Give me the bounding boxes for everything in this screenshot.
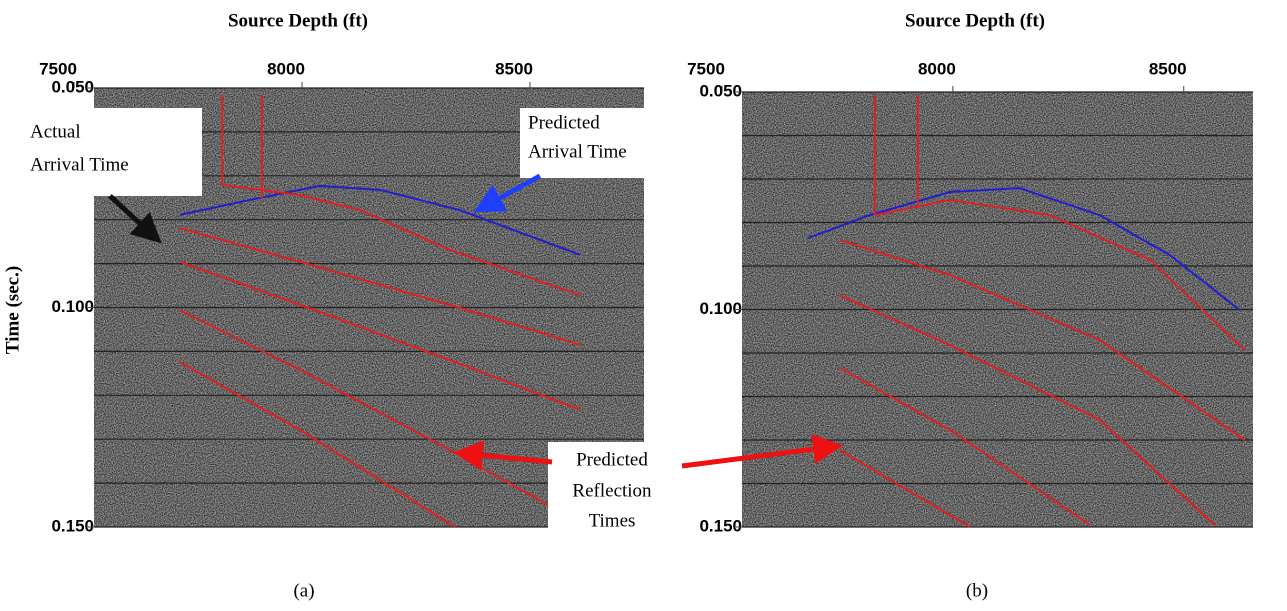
axis-title: Source Depth (ft)	[905, 10, 1045, 31]
axis-title: Source Depth (ft)	[228, 10, 368, 31]
series-line	[839, 294, 1216, 526]
annotation-box	[22, 108, 202, 196]
y-tick-label: 0.150	[51, 516, 94, 535]
annotation-box	[548, 442, 678, 537]
panel-label: (b)	[966, 580, 988, 601]
y-tick-label: 0.150	[699, 516, 742, 535]
series-line	[179, 184, 581, 256]
arrow	[681, 434, 843, 469]
series-line	[222, 184, 581, 297]
annotation: Predicted	[528, 112, 600, 133]
series-line	[839, 449, 971, 528]
panel-label: (a)	[293, 580, 314, 601]
annotation: Actual	[30, 121, 81, 142]
series-line	[179, 260, 581, 411]
series-line	[839, 238, 1246, 441]
y-tick-label: 0.100	[51, 297, 94, 316]
annotation: Predicted	[576, 449, 648, 470]
arrow	[108, 194, 162, 244]
series-line	[874, 198, 1246, 351]
annotation-box	[520, 108, 670, 178]
series-line	[839, 366, 1091, 526]
y-tick-label: 0.100	[699, 299, 742, 318]
series-line	[179, 227, 581, 346]
arrow	[453, 440, 553, 471]
x-tick-label: 8000	[267, 59, 305, 78]
series-line	[179, 309, 576, 521]
y-tick-label: 0.050	[51, 77, 94, 96]
annotation: Times	[589, 510, 636, 531]
series-line	[179, 361, 456, 528]
arrow	[473, 173, 542, 213]
x-tick-label: 8000	[918, 59, 956, 78]
series-line	[807, 187, 1241, 311]
y-tick-label: 0.050	[699, 81, 742, 100]
x-tick-label: 8500	[1149, 59, 1187, 78]
annotation: Arrival Time	[528, 141, 627, 162]
x-tick-label: 7500	[39, 59, 77, 78]
x-tick-label: 8500	[495, 59, 533, 78]
y-axis-title: Time (sec.)	[2, 266, 23, 354]
annotation: Reflection	[572, 480, 652, 501]
annotations: Actual Arrival Time Predicted Arrival Ti…	[22, 108, 843, 537]
x-tick-label: 7500	[687, 59, 725, 78]
annotation: Arrival Time	[30, 154, 129, 175]
